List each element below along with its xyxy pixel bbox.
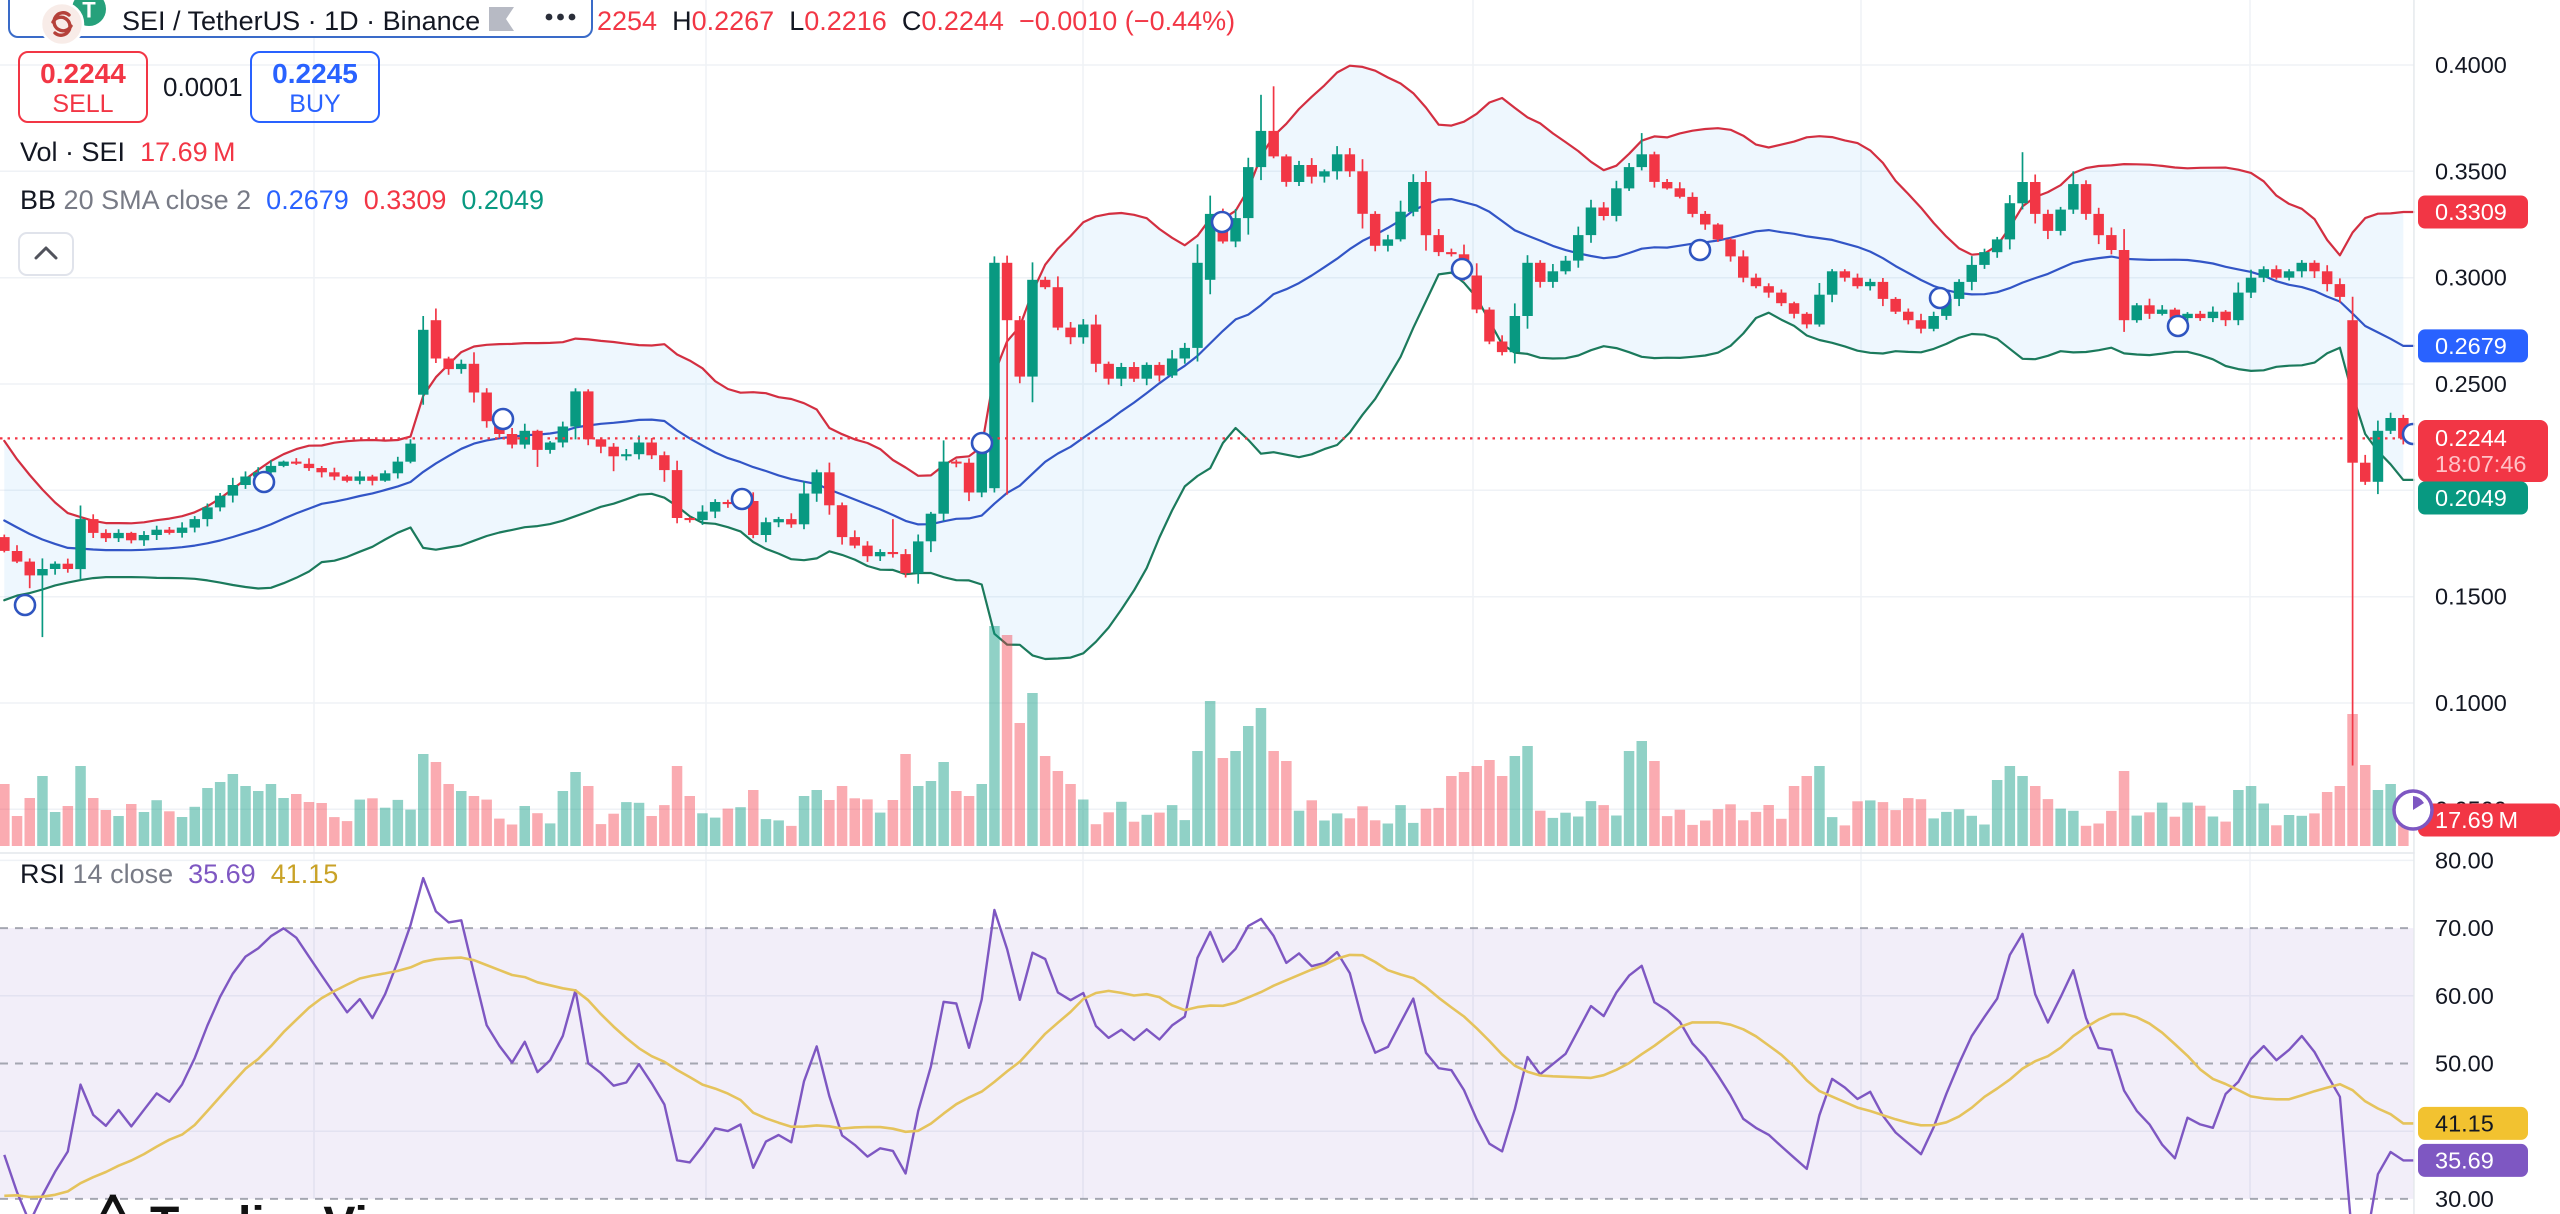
svg-text:60.00: 60.00 bbox=[2435, 983, 2494, 1009]
svg-text:0.2500: 0.2500 bbox=[2435, 371, 2507, 397]
svg-text:30.00: 30.00 bbox=[2435, 1186, 2494, 1212]
svg-text:0.1500: 0.1500 bbox=[2435, 584, 2507, 610]
svg-text:80.00: 80.00 bbox=[2435, 847, 2494, 873]
svg-text:17.69 M: 17.69 M bbox=[2435, 807, 2518, 833]
svg-text:0.2244: 0.2244 bbox=[2435, 425, 2507, 451]
svg-text:╱╲: ╱╲ bbox=[80, 1194, 146, 1214]
svg-text:0.2049: 0.2049 bbox=[2435, 485, 2507, 511]
svg-text:70.00: 70.00 bbox=[2435, 915, 2494, 941]
svg-text:41.15: 41.15 bbox=[2435, 1110, 2494, 1136]
svg-text:TradingView: TradingView bbox=[150, 1198, 433, 1214]
svg-text:35.69: 35.69 bbox=[2435, 1147, 2494, 1173]
svg-text:0.4000: 0.4000 bbox=[2435, 52, 2507, 78]
svg-text:0.1000: 0.1000 bbox=[2435, 690, 2507, 716]
svg-text:T: T bbox=[82, 0, 96, 23]
svg-text:0.2679: 0.2679 bbox=[2435, 333, 2507, 359]
svg-text:0.3000: 0.3000 bbox=[2435, 265, 2507, 291]
svg-text:0.3500: 0.3500 bbox=[2435, 158, 2507, 184]
svg-text:50.00: 50.00 bbox=[2435, 1051, 2494, 1077]
svg-text:0.3309: 0.3309 bbox=[2435, 199, 2507, 225]
svg-text:18:07:46: 18:07:46 bbox=[2435, 451, 2526, 477]
